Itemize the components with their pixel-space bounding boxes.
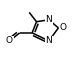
Text: O: O: [6, 36, 13, 45]
Text: O: O: [60, 23, 67, 32]
Text: N: N: [46, 15, 52, 24]
Text: N: N: [46, 36, 52, 45]
